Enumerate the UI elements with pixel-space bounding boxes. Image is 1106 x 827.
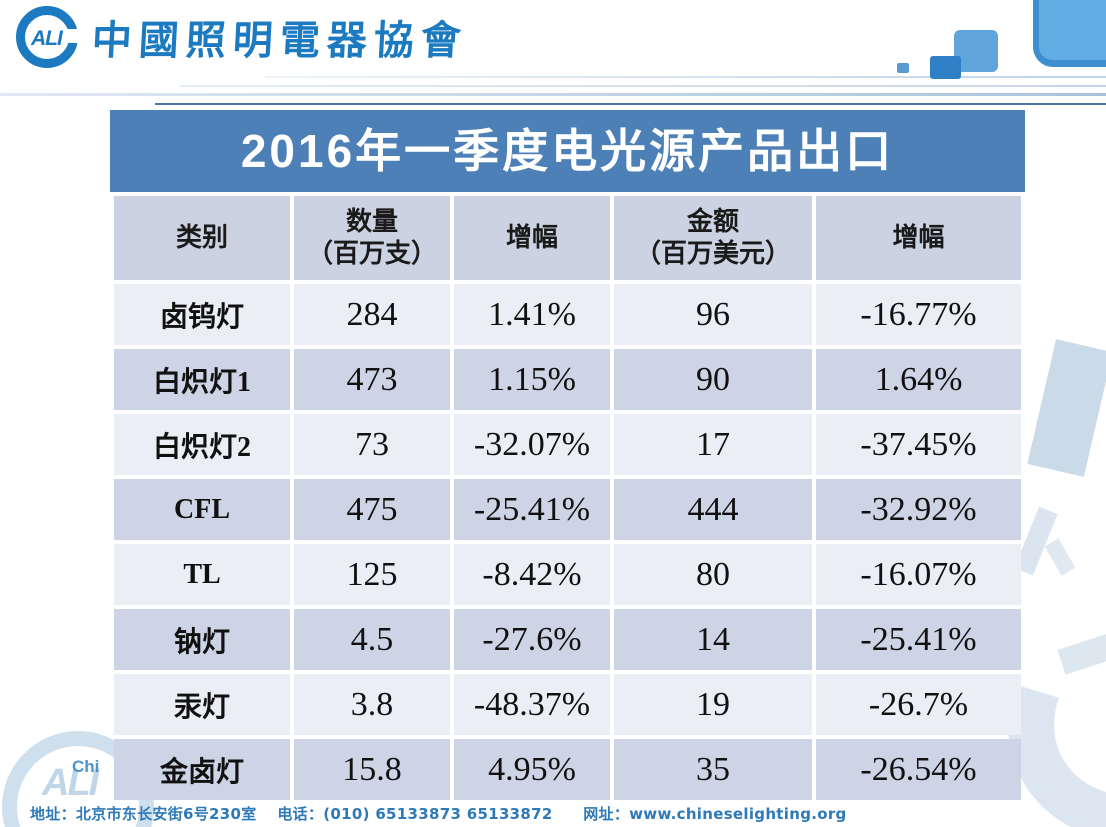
value-cell: -25.41%: [454, 479, 610, 540]
value-cell: 14: [614, 609, 812, 670]
value-cell: -25.41%: [816, 609, 1021, 670]
watermark-shard-2: [1044, 538, 1076, 576]
decor-line-3: [0, 93, 1106, 96]
value-cell: 96: [614, 284, 812, 345]
category-cell: 白炽灯2: [114, 414, 290, 475]
decor-line-4: [155, 103, 1106, 105]
decor-square-small-icon: [897, 63, 909, 73]
category-cell: 金卤灯: [114, 739, 290, 800]
column-header-2: 增幅: [454, 196, 610, 280]
decor-square-dark-icon: [930, 56, 961, 79]
column-header-3: 金额 （百万美元）: [614, 196, 812, 280]
table-row: 白炽灯1 473 1.15% 90 1.64%: [114, 349, 1021, 410]
value-cell: 35: [614, 739, 812, 800]
value-cell: 473: [294, 349, 450, 410]
cali-logo: ALI 中國照明電器協會: [16, 6, 469, 68]
value-cell: -27.6%: [454, 609, 610, 670]
value-cell: 4.5: [294, 609, 450, 670]
logo-badge-text: ALI: [31, 27, 63, 50]
value-cell: -16.07%: [816, 544, 1021, 605]
logo-ring-gap: [66, 29, 80, 43]
value-cell: 4.95%: [454, 739, 610, 800]
value-cell: 125: [294, 544, 450, 605]
column-header-4: 增幅: [816, 196, 1021, 280]
value-cell: -16.77%: [816, 284, 1021, 345]
value-cell: 17: [614, 414, 812, 475]
value-cell: -26.54%: [816, 739, 1021, 800]
value-cell: -26.7%: [816, 674, 1021, 735]
value-cell: 80: [614, 544, 812, 605]
table-row: 金卤灯 15.8 4.95% 35 -26.54%: [114, 739, 1021, 800]
category-cell: 白炽灯1: [114, 349, 290, 410]
value-cell: -37.45%: [816, 414, 1021, 475]
value-cell: 19: [614, 674, 812, 735]
value-cell: 475: [294, 479, 450, 540]
watermark-ali-text: ALI: [42, 762, 99, 804]
value-cell: 15.8: [294, 739, 450, 800]
value-cell: -8.42%: [454, 544, 610, 605]
value-cell: 1.41%: [454, 284, 610, 345]
table-row: 钠灯 4.5 -27.6% 14 -25.41%: [114, 609, 1021, 670]
decor-corner-shape: [1033, 0, 1106, 67]
column-header-1: 数量 （百万支）: [294, 196, 450, 280]
category-cell: CFL: [114, 479, 290, 540]
value-cell: 1.64%: [816, 349, 1021, 410]
export-table-block: 2016年一季度电光源产品出口 类别 数量 （百万支） 增幅 金额 （百万美元） 增幅 卤钨…: [110, 110, 1025, 804]
table-row: 汞灯 3.8 -48.37% 19 -26.7%: [114, 674, 1021, 735]
category-cell: 汞灯: [114, 674, 290, 735]
value-cell: -48.37%: [454, 674, 610, 735]
category-cell: 钠灯: [114, 609, 290, 670]
column-header-0: 类别: [114, 196, 290, 280]
value-cell: 73: [294, 414, 450, 475]
category-cell: 卤钨灯: [114, 284, 290, 345]
value-cell: -32.07%: [454, 414, 610, 475]
value-cell: 90: [614, 349, 812, 410]
watermark-tilted-rect: [1027, 339, 1106, 477]
value-cell: 1.15%: [454, 349, 610, 410]
export-table: 类别 数量 （百万支） 增幅 金额 （百万美元） 增幅 卤钨灯 284 1.41% 96 -16.7…: [110, 192, 1025, 804]
decor-line-2: [180, 85, 1106, 87]
table-row: CFL 475 -25.41% 444 -32.92%: [114, 479, 1021, 540]
table-row: 卤钨灯 284 1.41% 96 -16.77%: [114, 284, 1021, 345]
table-row: 白炽灯2 73 -32.07% 17 -37.45%: [114, 414, 1021, 475]
decor-line-1: [265, 76, 1106, 78]
org-name-calligraphy: 中國照明電器協會: [90, 18, 469, 64]
category-cell: TL: [114, 544, 290, 605]
value-cell: 444: [614, 479, 812, 540]
slide-title: 2016年一季度电光源产品出口: [110, 110, 1025, 192]
table-row: TL 125 -8.42% 80 -16.07%: [114, 544, 1021, 605]
table-header-row: 类别 数量 （百万支） 增幅 金额 （百万美元） 增幅: [114, 196, 1021, 280]
watermark-partial-text: Chi: [72, 757, 100, 776]
value-cell: 3.8: [294, 674, 450, 735]
cali-ring-icon: ALI: [16, 6, 80, 68]
value-cell: 284: [294, 284, 450, 345]
decor-square-light-icon: [954, 30, 998, 72]
footer-contact: 地址：北京市东长安街6号230室 电话：(010) 65133873 65133…: [30, 805, 847, 823]
value-cell: -32.92%: [816, 479, 1021, 540]
